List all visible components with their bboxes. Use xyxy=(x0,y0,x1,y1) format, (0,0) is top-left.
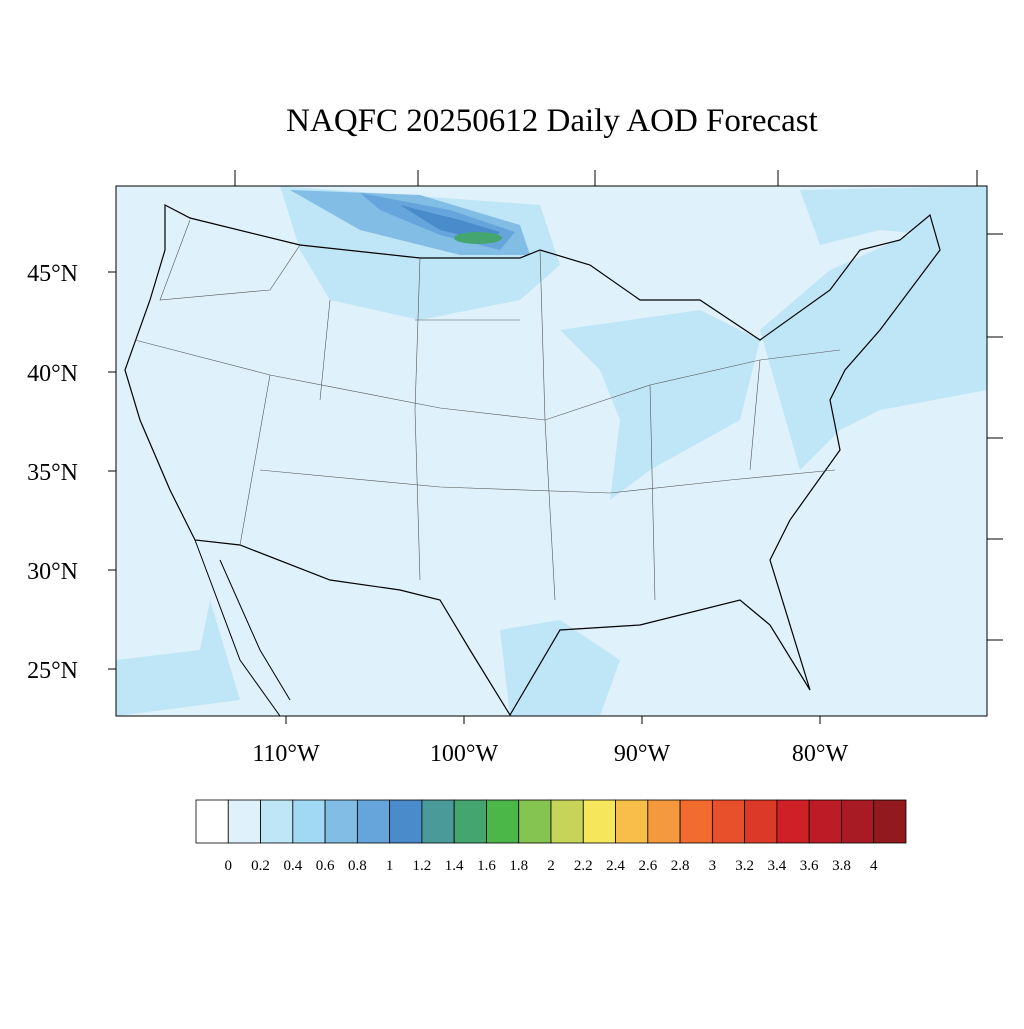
colorbar-box xyxy=(582,799,616,844)
aod-region xyxy=(454,232,502,244)
colorbar-label: 3.8 xyxy=(832,858,851,874)
frame-ticks xyxy=(108,170,1003,724)
colorbar-label: 1.4 xyxy=(445,858,464,874)
colorbar-box xyxy=(615,799,649,844)
colorbar-label: 2.4 xyxy=(606,858,625,874)
coastline xyxy=(124,204,941,716)
colorbar-label: 4 xyxy=(870,858,878,874)
colorbar-label: 0.6 xyxy=(316,858,335,874)
aod-region xyxy=(116,600,240,716)
latitude-label: 25°N xyxy=(27,658,78,684)
colorbar-box xyxy=(841,799,875,844)
colorbar-box xyxy=(808,799,842,844)
map-title: NAQFC 20250612 Daily AOD Forecast xyxy=(286,103,818,139)
map-area xyxy=(116,186,987,716)
colorbar-label: 0.2 xyxy=(251,858,270,874)
coastline xyxy=(194,539,291,716)
colorbar-box xyxy=(227,799,261,844)
colorbar-label: 3.4 xyxy=(768,858,787,874)
colorbar-label: 3.6 xyxy=(800,858,819,874)
colorbar-box xyxy=(421,799,455,844)
colorbar-box xyxy=(356,799,391,844)
colorbar-box xyxy=(518,799,552,844)
colorbar-box xyxy=(389,799,423,844)
colorbar-label: 2.8 xyxy=(671,858,690,874)
colorbar-label: 1 xyxy=(386,858,394,874)
longitude-label: 110°W xyxy=(252,741,320,767)
latitude-label: 45°N xyxy=(27,261,78,287)
colorbar-label: 2 xyxy=(547,858,555,874)
longitude-label: 80°W xyxy=(792,741,849,767)
colorbar-label: 1.8 xyxy=(509,858,528,874)
colorbar-label: 1.6 xyxy=(477,858,496,874)
colorbar-label: 3 xyxy=(709,858,717,874)
aod-region xyxy=(500,620,620,716)
colorbar-label: 2.6 xyxy=(638,858,657,874)
latitude-label: 35°N xyxy=(27,460,78,486)
latitude-label: 30°N xyxy=(27,559,78,585)
longitude-label: 100°W xyxy=(430,741,499,767)
colorbar-label: 0 xyxy=(225,858,233,874)
colorbar-box xyxy=(195,799,229,844)
longitude-label: 90°W xyxy=(614,741,671,767)
colorbar-label: 0.4 xyxy=(283,858,302,874)
latitude-label: 40°N xyxy=(27,361,78,387)
colorbar-label: 1.2 xyxy=(413,858,432,874)
colorbar-label: 2.2 xyxy=(574,858,593,874)
colorbar-box xyxy=(776,799,810,844)
colorbar-box xyxy=(453,799,487,844)
colorbar-box xyxy=(711,799,746,844)
colorbar-box xyxy=(260,799,294,844)
colorbar-label: 0.8 xyxy=(348,858,367,874)
aod-region xyxy=(560,310,760,500)
aod-region xyxy=(760,200,987,470)
colorbar-box xyxy=(873,799,907,844)
map-frame xyxy=(115,185,988,717)
aod-region xyxy=(800,186,987,245)
colorbar-box xyxy=(486,799,520,844)
colorbar-box xyxy=(292,799,326,844)
state-borders xyxy=(134,219,841,601)
colorbar-box xyxy=(647,799,681,844)
colorbar-box xyxy=(324,799,358,844)
colorbar-label: 3.2 xyxy=(735,858,754,874)
colorbar-box xyxy=(744,799,778,844)
colorbar-box xyxy=(550,799,584,844)
colorbar-box xyxy=(679,799,713,844)
